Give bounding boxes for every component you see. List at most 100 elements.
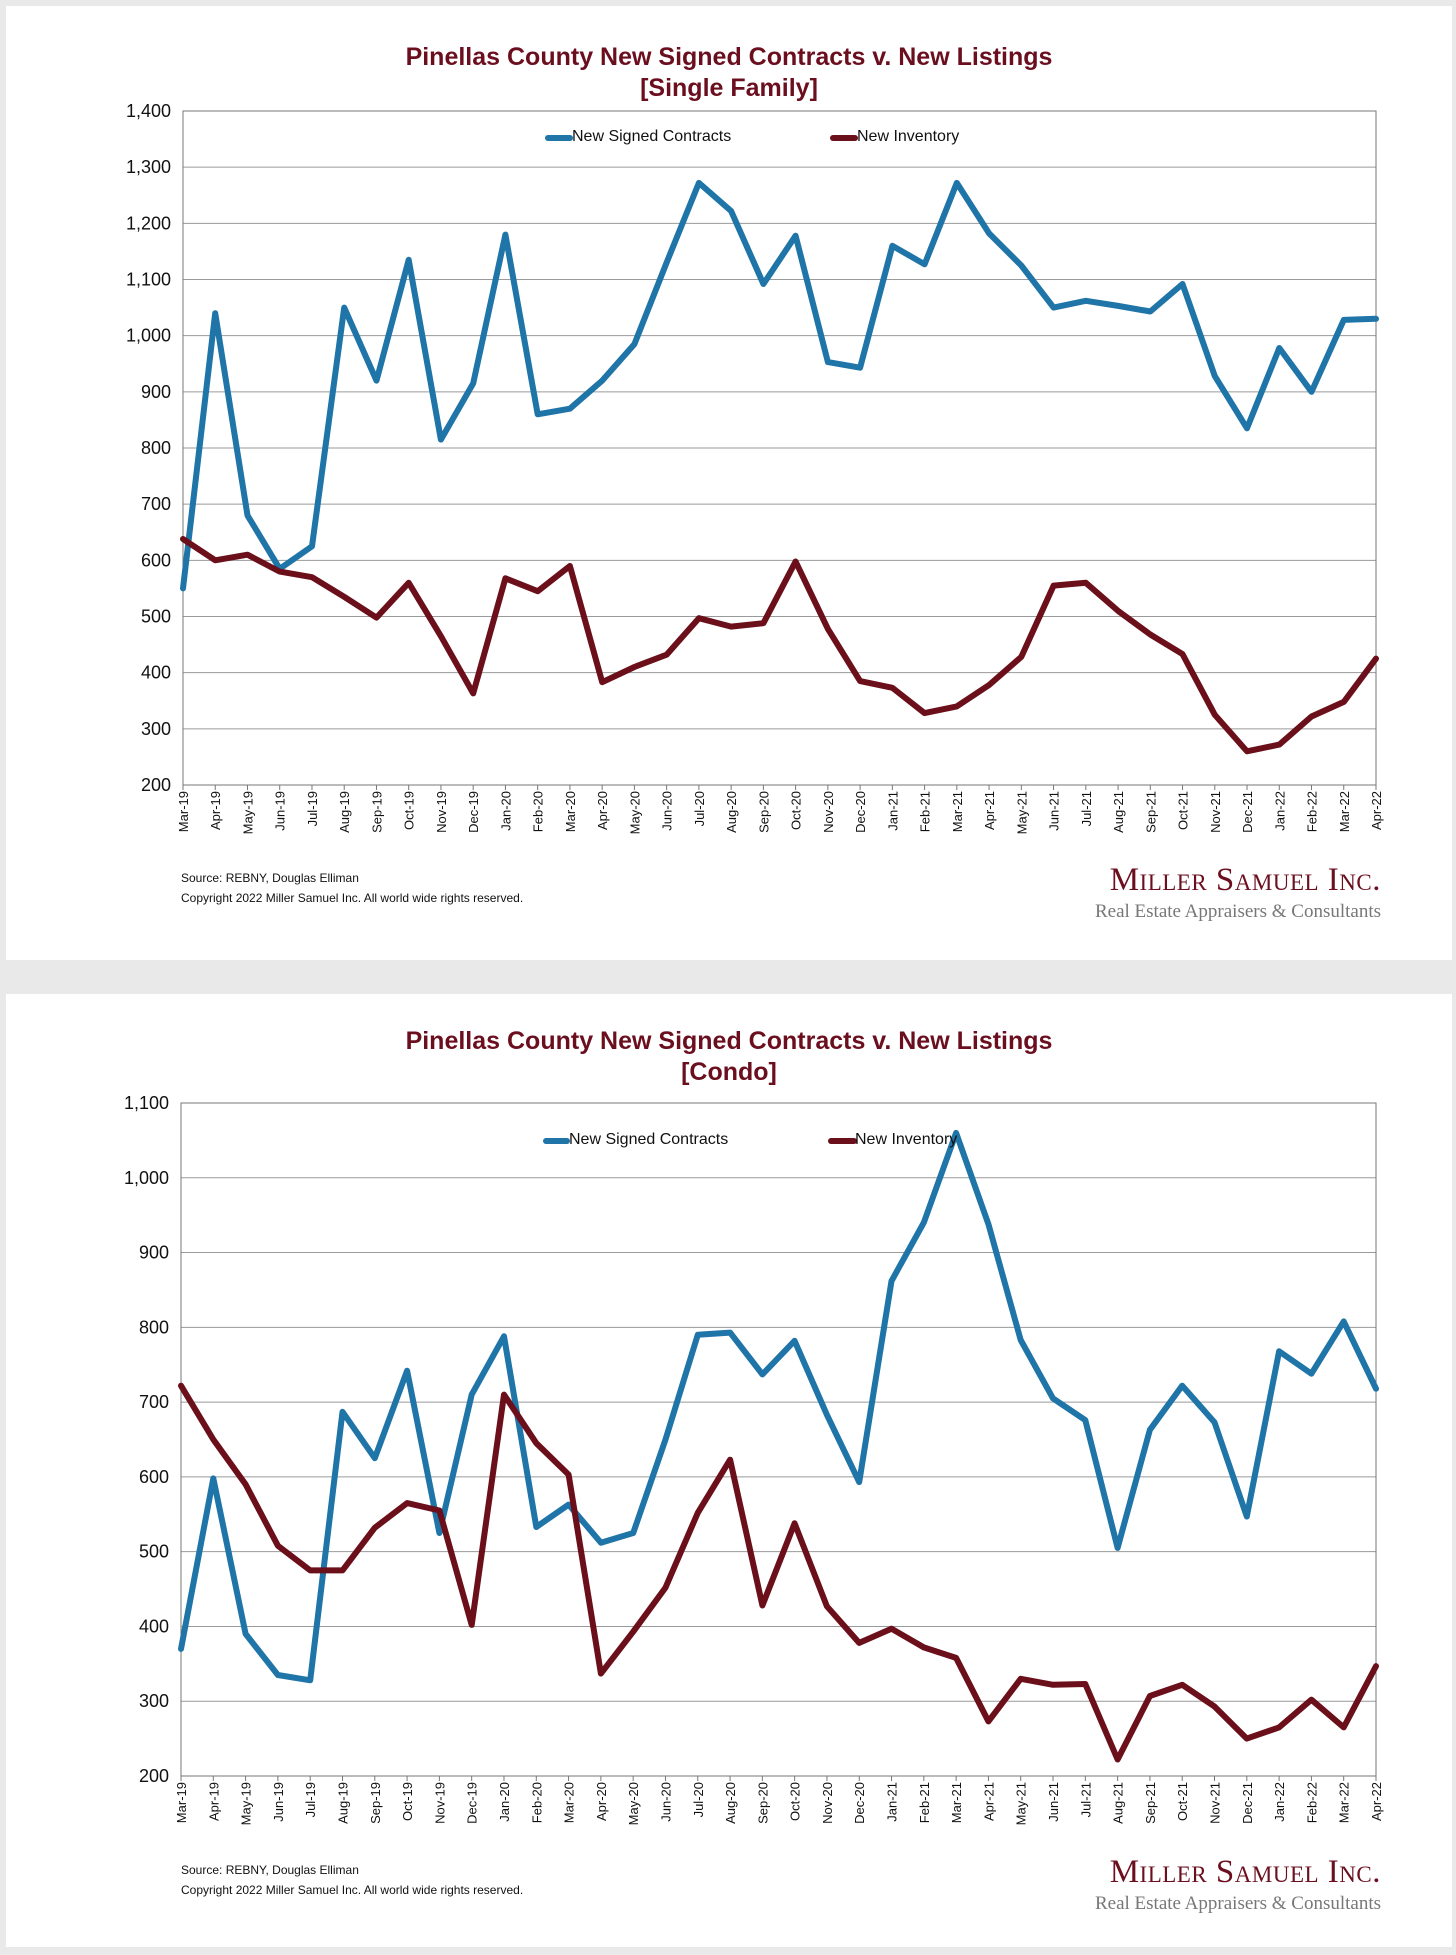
- chart-panel-condo: Pinellas County New Signed Contracts v. …: [6, 994, 1452, 1947]
- x-tick-label: Sep-19: [368, 1782, 383, 1824]
- chart-title-line: Pinellas County New Signed Contracts v. …: [405, 1027, 1053, 1055]
- data-point: [827, 361, 829, 363]
- x-tick-label: Jul-19: [303, 1782, 318, 1817]
- logo-name: Miller Samuel Inc.: [1109, 862, 1381, 898]
- x-tick-label: Dec-21: [1240, 791, 1255, 833]
- data-point: [245, 1633, 247, 1635]
- y-tick-label: 400: [139, 1616, 169, 1636]
- x-tick-label: Jan-21: [885, 791, 900, 831]
- x-tick-label: Oct-20: [788, 1782, 803, 1821]
- x-tick-label: Jul-19: [305, 791, 320, 826]
- data-point: [1278, 744, 1280, 746]
- data-point: [1310, 1373, 1312, 1375]
- data-point: [1375, 1665, 1377, 1667]
- data-point: [212, 1477, 214, 1479]
- data-point: [311, 545, 313, 547]
- x-tick-label: Nov-21: [1208, 1782, 1223, 1824]
- data-point: [664, 1587, 666, 1589]
- legend-label-inventory: New Inventory: [857, 128, 960, 145]
- data-point: [503, 1335, 505, 1337]
- data-point: [697, 1512, 699, 1514]
- data-point: [504, 234, 506, 236]
- data-point: [341, 1569, 343, 1571]
- data-point: [1020, 656, 1022, 658]
- data-point: [375, 380, 377, 382]
- data-point: [987, 1223, 989, 1225]
- data-point: [1375, 658, 1377, 660]
- data-point: [1246, 427, 1248, 429]
- y-tick-label: 200: [141, 775, 171, 795]
- x-tick-label: Oct-21: [1176, 791, 1191, 830]
- data-point: [666, 262, 668, 264]
- data-point: [795, 235, 797, 237]
- x-tick-label: Dec-21: [1240, 1782, 1255, 1824]
- data-point: [924, 712, 926, 714]
- x-tick-label: Aug-21: [1111, 1782, 1126, 1824]
- x-tick-label: Nov-21: [1208, 791, 1223, 833]
- y-tick-label: 600: [141, 550, 171, 570]
- data-point: [1020, 1339, 1022, 1341]
- data-point: [309, 1679, 311, 1681]
- x-tick-label: Jun-20: [658, 1782, 673, 1822]
- y-tick-label: 1,000: [124, 1168, 169, 1188]
- data-point: [214, 559, 216, 561]
- x-tick-label: Jun-21: [1047, 791, 1062, 831]
- data-point: [277, 1674, 279, 1676]
- x-tick-label: Aug-20: [723, 1782, 738, 1824]
- data-point: [406, 1370, 408, 1372]
- data-point: [730, 626, 732, 628]
- data-point: [891, 1628, 893, 1630]
- x-tick-label: May-20: [626, 1782, 641, 1825]
- data-point: [762, 622, 764, 624]
- data-point: [988, 232, 990, 234]
- data-point: [343, 307, 345, 309]
- data-point: [1343, 1320, 1345, 1322]
- x-tick-label: May-21: [1014, 1782, 1029, 1825]
- data-point: [1246, 1738, 1248, 1740]
- data-point: [569, 408, 571, 410]
- data-point: [955, 1657, 957, 1659]
- series-line-new-inventory: [180, 536, 1379, 755]
- x-tick-label: Feb-22: [1305, 791, 1320, 832]
- data-point: [408, 582, 410, 584]
- data-point: [503, 1394, 505, 1396]
- data-point: [277, 1545, 279, 1547]
- x-tick-label: Aug-20: [724, 791, 739, 833]
- data-point: [438, 1510, 440, 1512]
- source-note: Source: REBNY, Douglas Elliman: [181, 1863, 359, 1877]
- data-point: [504, 577, 506, 579]
- data-point: [472, 382, 474, 384]
- data-point: [406, 1502, 408, 1504]
- data-point: [1311, 715, 1313, 717]
- data-point: [827, 628, 829, 630]
- data-point: [408, 259, 410, 261]
- y-tick-label: 1,100: [126, 270, 171, 290]
- data-point: [1053, 585, 1055, 587]
- copyright-note: Copyright 2022 Miller Samuel Inc. All wo…: [181, 1883, 524, 1897]
- x-tick-label: Aug-19: [337, 791, 352, 833]
- data-point: [664, 1439, 666, 1440]
- data-point: [537, 413, 539, 415]
- data-point: [1182, 653, 1184, 655]
- data-point: [730, 210, 732, 212]
- y-tick-label: 700: [139, 1392, 169, 1412]
- data-point: [923, 1646, 925, 1648]
- legend-label-inventory: New Inventory: [855, 1131, 958, 1148]
- x-tick-label: Mar-20: [563, 791, 578, 832]
- data-point: [955, 1132, 957, 1134]
- data-point: [924, 263, 926, 265]
- data-point: [1214, 375, 1216, 377]
- plot-area-border: [182, 110, 1377, 786]
- x-tick-label: Feb-21: [918, 791, 933, 832]
- data-point: [1310, 1699, 1312, 1701]
- source-note: Source: REBNY, Douglas Elliman: [181, 871, 359, 885]
- series-line-new-signed-contracts: [180, 179, 1379, 592]
- x-tick-label: Jan-20: [497, 1782, 512, 1822]
- data-point: [1053, 307, 1055, 309]
- chart-title: Pinellas County New Signed Contracts v. …: [6, 42, 1452, 104]
- data-point: [729, 1459, 731, 1461]
- x-tick-label: Apr-20: [594, 1782, 609, 1821]
- y-tick-label: 1,200: [126, 213, 171, 233]
- y-tick-label: 600: [139, 1467, 169, 1487]
- data-point: [632, 1532, 634, 1534]
